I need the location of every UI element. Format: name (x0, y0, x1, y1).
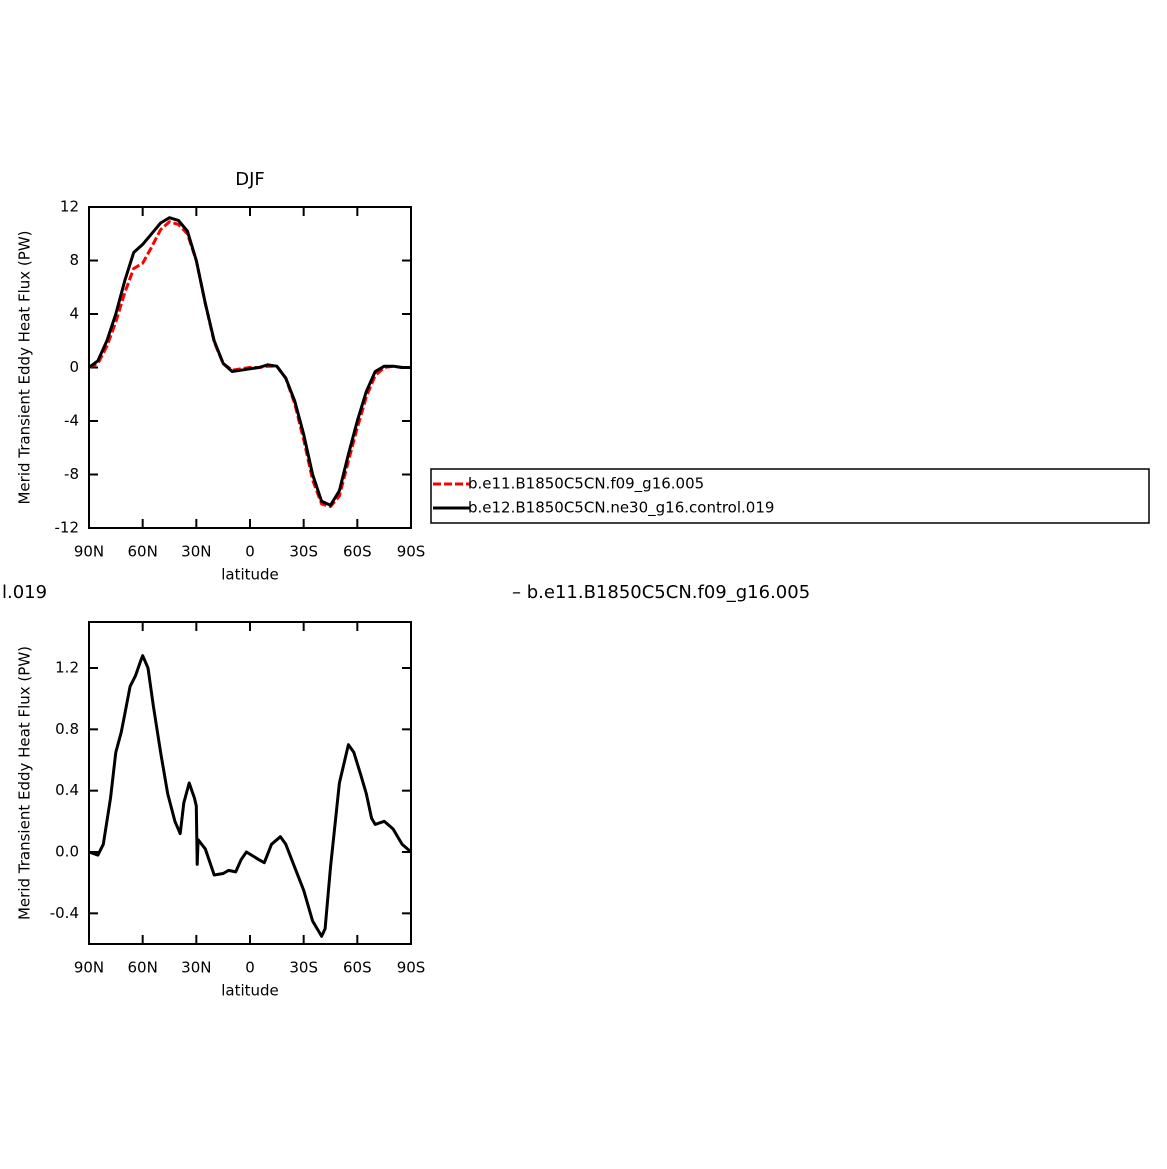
data-line (88, 654, 412, 938)
x-tick-label: 0 (245, 543, 255, 561)
chart-title-right: – b.e11.B1850C5CN.f09_g16.005 (512, 582, 810, 603)
chart-title: DJF (235, 169, 265, 190)
y-axis-label: Merid Transient Eddy Heat Flux (PW) (16, 646, 34, 920)
x-tick-label: 60N (128, 543, 158, 561)
x-tick-label: 90N (74, 543, 104, 561)
y-tick-label: -4 (64, 412, 79, 430)
y-tick-label: -0.4 (50, 904, 79, 922)
x-axis-label: latitude (221, 982, 279, 1000)
x-tick-label: 0 (245, 959, 255, 977)
data-line (88, 220, 411, 509)
legend-box (430, 468, 1150, 524)
y-tick-label: 0 (69, 358, 79, 376)
data-line (88, 216, 411, 507)
x-tick-label: 90S (397, 543, 426, 561)
x-tick-label: 90N (74, 959, 104, 977)
plot-frame (88, 621, 412, 945)
x-tick-label: 30S (289, 959, 318, 977)
x-tick-label: 60S (343, 959, 372, 977)
plot-frame (88, 206, 412, 529)
x-axis-label: latitude (221, 566, 279, 584)
x-tick-label: 30S (289, 543, 318, 561)
x-tick-label: 60N (128, 959, 158, 977)
chart-title-left: l.019 (2, 582, 47, 603)
y-tick-label: 0.4 (55, 781, 79, 799)
y-tick-label: 4 (69, 305, 79, 323)
x-tick-label: 30N (181, 543, 211, 561)
x-tick-label: 90S (397, 959, 426, 977)
y-tick-label: 12 (60, 198, 79, 216)
y-tick-label: -12 (55, 519, 80, 537)
x-tick-label: 60S (343, 543, 372, 561)
y-tick-label: 0.0 (55, 843, 79, 861)
legend-label: b.e11.B1850C5CN.f09_g16.005 (468, 475, 704, 494)
y-tick-label: 0.8 (55, 720, 79, 738)
y-tick-label: -8 (64, 465, 79, 483)
legend-label: b.e12.B1850C5CN.ne30_g16.control.019 (468, 499, 774, 518)
y-tick-label: 8 (69, 251, 79, 269)
y-axis-label: Merid Transient Eddy Heat Flux (PW) (16, 230, 34, 504)
y-tick-label: 1.2 (55, 659, 79, 677)
x-tick-label: 30N (181, 959, 211, 977)
